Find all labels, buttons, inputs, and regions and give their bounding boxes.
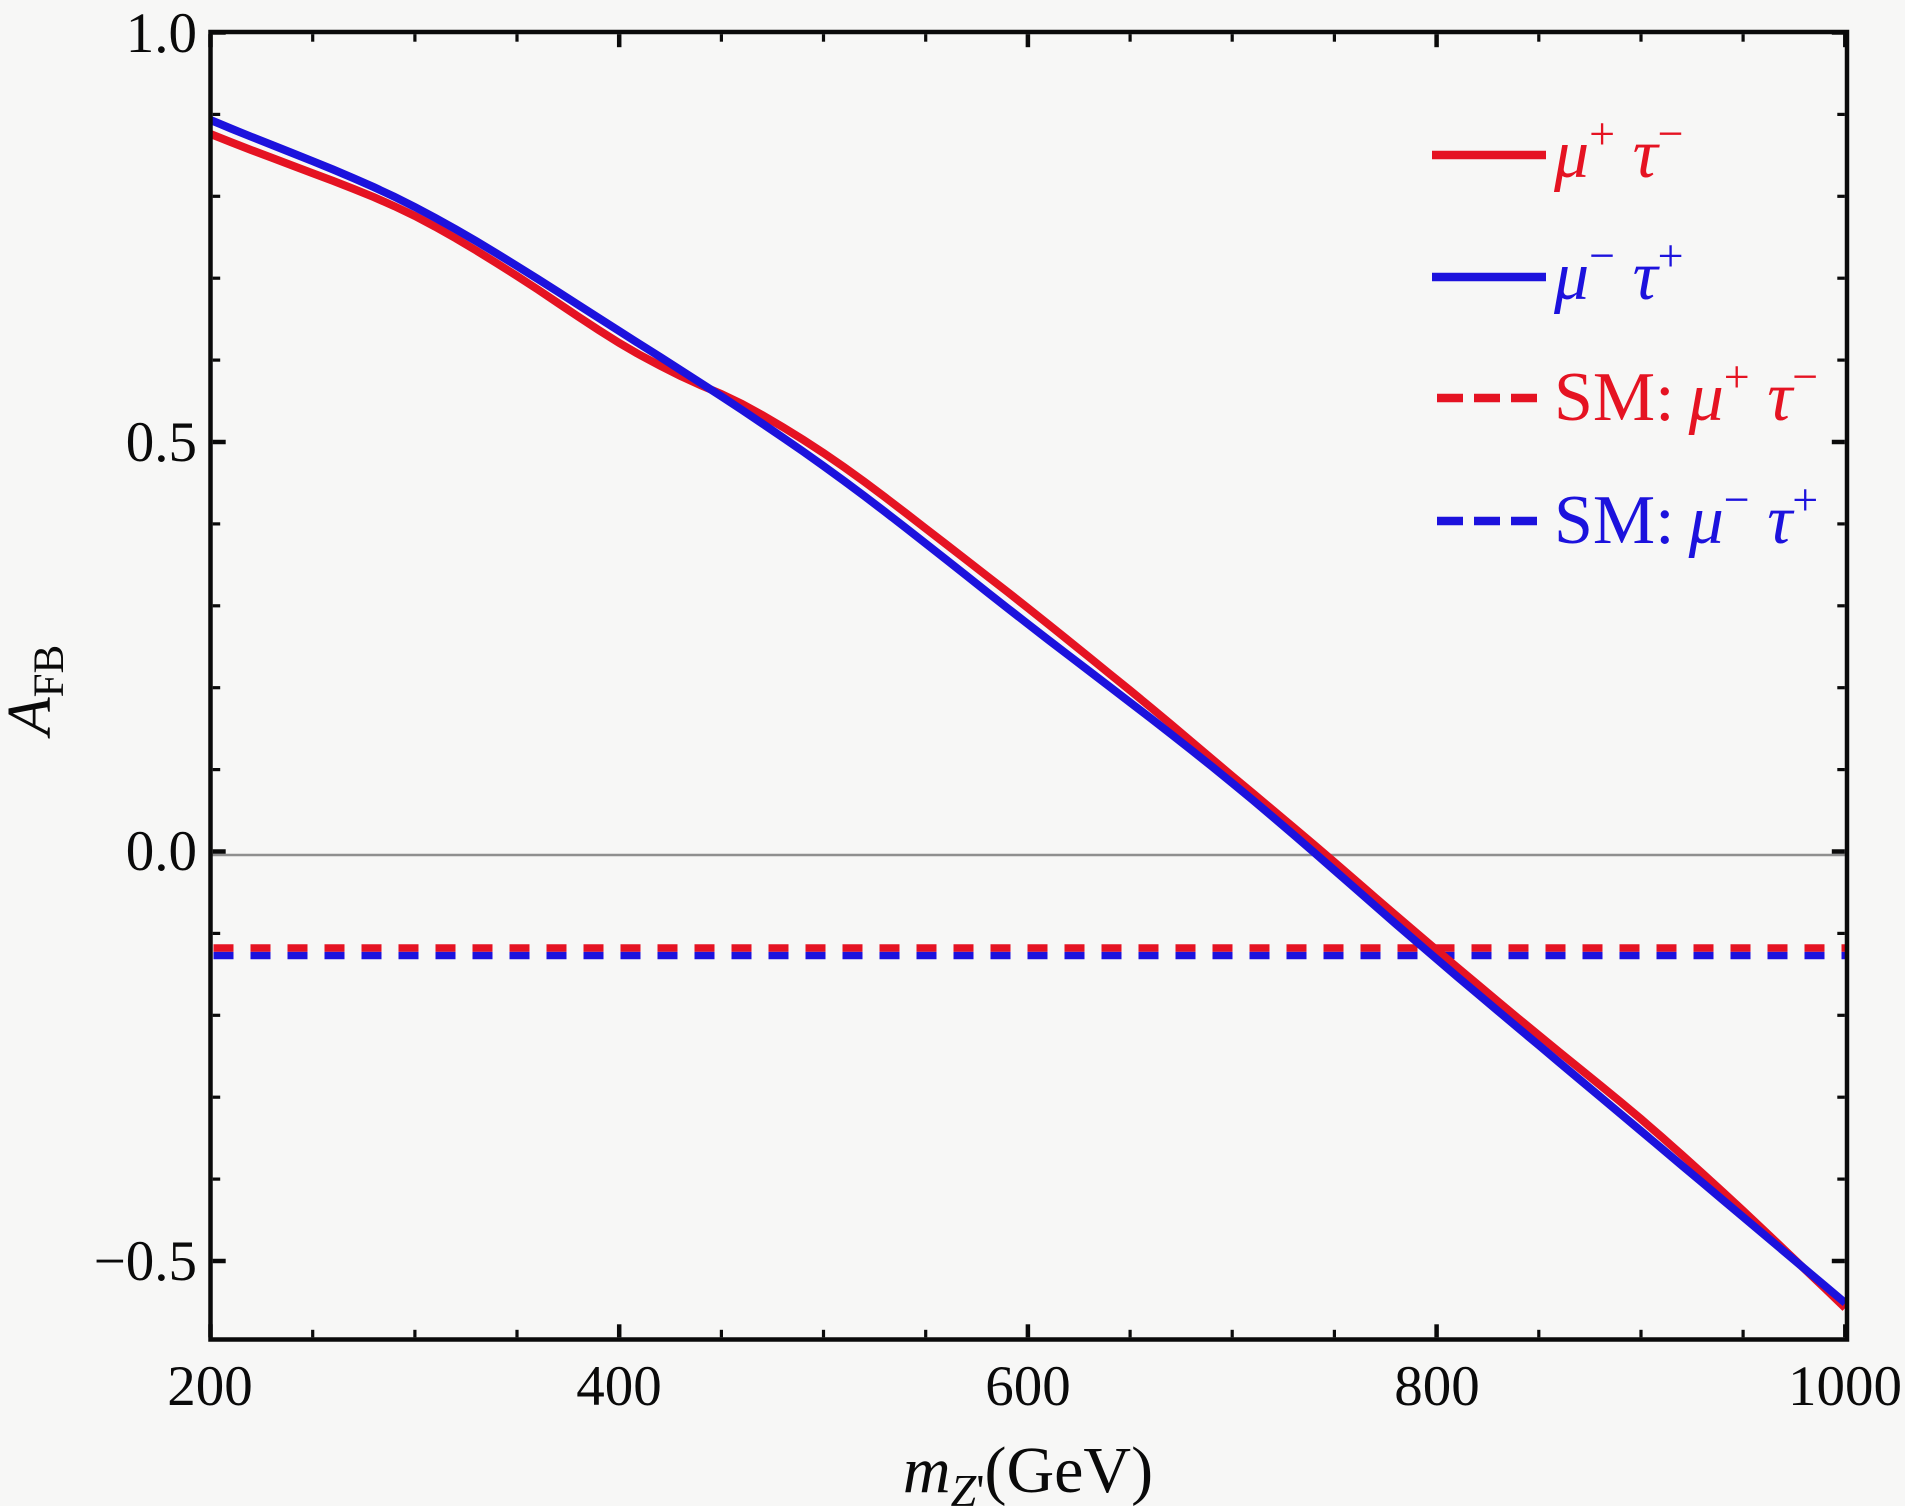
svg-text:200: 200 xyxy=(167,1355,253,1418)
svg-text:0.5: 0.5 xyxy=(126,411,197,474)
svg-text:1000: 1000 xyxy=(1788,1355,1902,1418)
svg-text:mZ'(GeV): mZ'(GeV) xyxy=(903,1434,1153,1506)
svg-text:−0.5: −0.5 xyxy=(94,1230,197,1293)
svg-text:400: 400 xyxy=(576,1355,662,1418)
svg-text:600: 600 xyxy=(985,1355,1071,1418)
svg-text:AFB: AFB xyxy=(0,645,73,739)
svg-text:SM: μ+ τ−: SM: μ+ τ− xyxy=(1554,351,1818,436)
svg-text:μ+ τ−: μ+ τ− xyxy=(1553,108,1684,193)
svg-text:1.0: 1.0 xyxy=(126,2,197,65)
svg-text:SM: μ− τ+: SM: μ− τ+ xyxy=(1554,474,1818,559)
svg-text:800: 800 xyxy=(1394,1355,1480,1418)
svg-text:μ− τ+: μ− τ+ xyxy=(1553,230,1684,315)
svg-text:0.0: 0.0 xyxy=(126,820,197,883)
